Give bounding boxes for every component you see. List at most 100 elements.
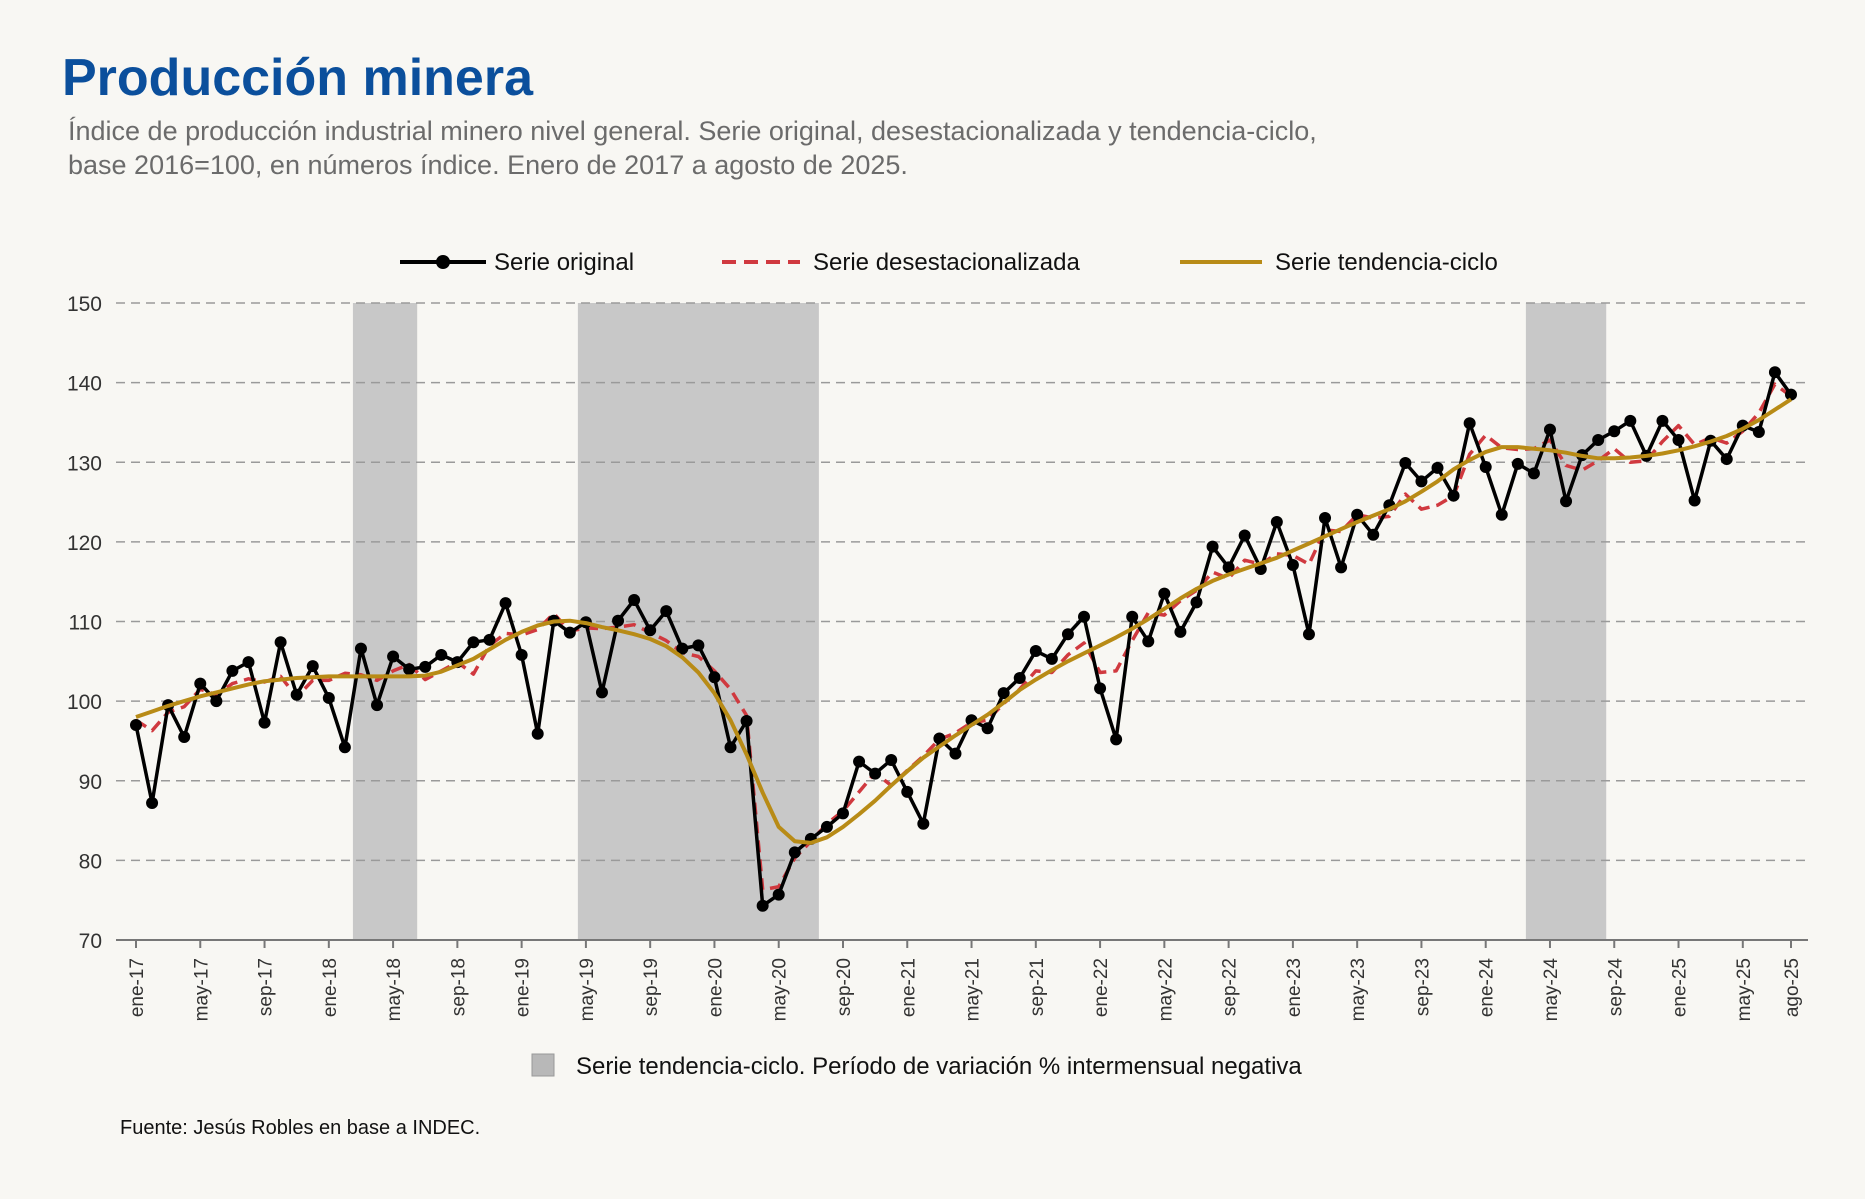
x-tick-label: ene-19 (513, 958, 534, 1017)
y-tick-label: 150 (67, 293, 102, 316)
data-point-original (226, 664, 239, 677)
x-tick-label: may-20 (770, 958, 791, 1021)
data-point-original (1029, 644, 1042, 657)
legend-label-original: Serie original (494, 249, 634, 276)
data-point-original (467, 636, 480, 649)
data-point-original (1142, 635, 1155, 648)
data-point-original (387, 650, 400, 663)
data-point-original (595, 686, 608, 699)
chart-title: Producción minera (62, 49, 533, 107)
data-point-original (820, 820, 833, 833)
data-point-original (628, 594, 641, 607)
source-note: Fuente: Jesús Robles en base a INDEC. (120, 1117, 481, 1139)
data-point-original (1560, 495, 1573, 508)
data-point-original (306, 660, 319, 673)
y-tick-label: 120 (67, 532, 102, 555)
data-point-original (740, 715, 753, 728)
legend-label-desestacionalizada: Serie desestacionalizada (813, 249, 1080, 276)
subtitle-line-1: Índice de producción industrial minero n… (68, 116, 1317, 146)
x-tick-label: may-23 (1348, 958, 1369, 1021)
x-tick-label: sep-17 (256, 958, 277, 1016)
y-tick-label: 100 (67, 691, 102, 714)
data-point-original (1720, 453, 1733, 466)
data-point-original (258, 716, 271, 729)
data-point-original (435, 648, 448, 661)
x-tick-label: ene-23 (1284, 958, 1305, 1017)
data-point-original (483, 633, 496, 646)
x-tick-label: ene-25 (1670, 958, 1691, 1017)
data-point-original (756, 899, 769, 912)
data-point-original (1752, 425, 1765, 438)
data-point-original (692, 639, 705, 652)
data-point-original (853, 755, 866, 768)
data-point-original (146, 797, 159, 810)
y-tick-label: 140 (67, 373, 102, 396)
x-tick-label: ene-21 (898, 958, 919, 1017)
data-point-original (997, 687, 1010, 700)
legend-marker-original (436, 255, 450, 269)
data-point-original (1238, 529, 1251, 542)
x-tick-label: may-21 (963, 958, 984, 1021)
x-tick-label: ene-20 (705, 958, 726, 1017)
data-point-original (1527, 467, 1540, 480)
data-point-original (949, 747, 962, 760)
data-point-original (194, 677, 207, 690)
x-tick-label: sep-22 (1220, 958, 1241, 1016)
data-point-original (644, 624, 657, 637)
x-tick-label: may-24 (1541, 958, 1562, 1022)
x-tick-label: may-25 (1734, 958, 1755, 1021)
data-point-original (1302, 628, 1315, 641)
data-point-original (788, 846, 801, 859)
subtitle-line-2: base 2016=100, en números índice. Enero … (68, 150, 908, 180)
data-point-original (1415, 475, 1428, 488)
data-point-original (1608, 425, 1621, 438)
data-point-original (515, 648, 528, 661)
x-tick-label: sep-21 (1027, 958, 1048, 1016)
data-point-original (1592, 433, 1605, 446)
x-tick-label: may-19 (577, 958, 598, 1021)
data-point-original (676, 642, 689, 655)
data-point-original (772, 888, 785, 901)
y-tick-label: 130 (67, 452, 102, 475)
data-point-original (531, 727, 544, 740)
data-point-original (1768, 366, 1781, 379)
data-point-original (933, 732, 946, 745)
data-point-original (1286, 558, 1299, 571)
data-point-original (354, 642, 367, 655)
data-point-original (1174, 625, 1187, 638)
series-line-tendencia (135, 397, 1793, 845)
data-point-original (1190, 596, 1203, 609)
data-point-original (1656, 414, 1669, 427)
data-point-original (1543, 423, 1556, 436)
data-point-original (563, 626, 576, 639)
data-point-original (1045, 652, 1058, 665)
data-point-original (1078, 610, 1091, 623)
data-point-original (1319, 511, 1332, 524)
data-point-original (1222, 561, 1235, 574)
y-tick-label: 90 (79, 771, 102, 794)
x-tick-label: sep-18 (448, 958, 469, 1016)
x-tick-label: sep-23 (1412, 958, 1433, 1016)
data-point-original (724, 741, 737, 754)
legend-swatch-shade (531, 1053, 555, 1077)
data-point-original (178, 730, 191, 743)
data-point-original (1672, 433, 1685, 446)
data-point-original (1158, 587, 1171, 600)
data-point-original (1206, 540, 1219, 553)
data-point-original (660, 605, 673, 618)
y-tick-label: 80 (79, 850, 102, 873)
x-tick-label: may-22 (1155, 958, 1176, 1021)
chart-subtitle: Índice de producción industrial minero n… (68, 114, 1568, 182)
data-point-original (869, 767, 882, 780)
data-point-original (290, 688, 303, 701)
data-point-original (981, 722, 994, 735)
data-point-original (130, 719, 142, 732)
y-tick-label: 70 (79, 930, 102, 953)
data-point-original (1126, 610, 1139, 623)
data-point-original (1785, 388, 1797, 401)
data-point-original (1495, 508, 1508, 521)
data-point-original (708, 671, 721, 684)
data-point-original (1013, 672, 1026, 685)
data-point-original (338, 741, 351, 754)
